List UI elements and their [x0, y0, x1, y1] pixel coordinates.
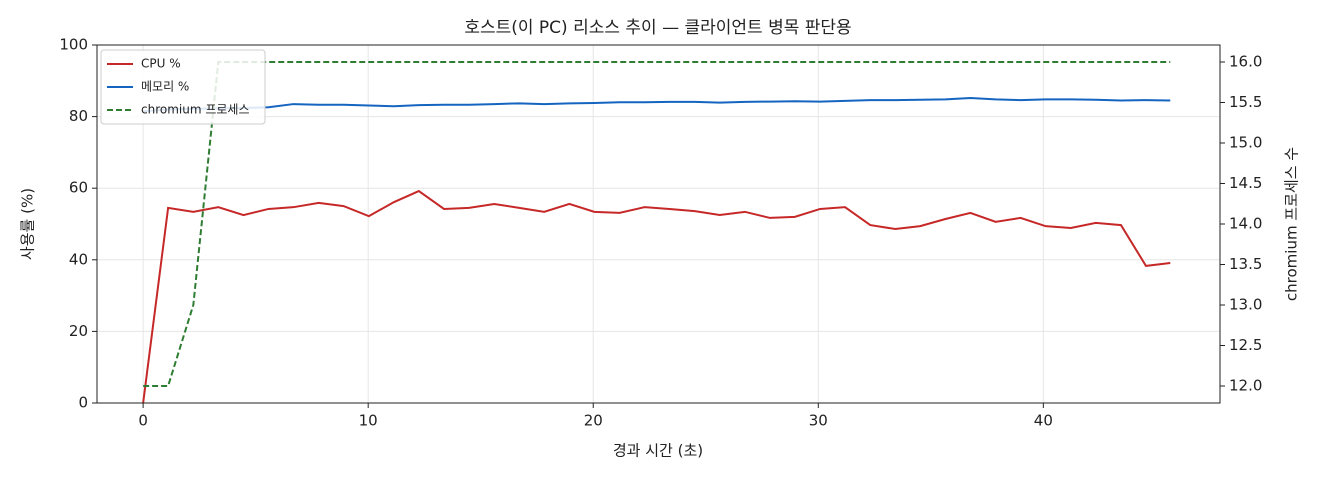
series-line [143, 61, 1171, 387]
x-tick-label: 30 [809, 412, 828, 430]
x-tick-label: 0 [138, 412, 148, 430]
y-tick-label: 80 [69, 107, 88, 125]
legend: CPU % 메모리 % chromium 프로세스 [100, 49, 266, 125]
y2-tick-label: 12.5 [1229, 336, 1262, 354]
y2-tick-label: 15.0 [1229, 134, 1262, 152]
legend-label: chromium 프로세스 [141, 103, 250, 117]
y-axis-label: 사용률 (%) [19, 188, 37, 260]
series-line [142, 189, 1171, 404]
chart-title: 호스트(이 PC) 리소스 추이 — 클라이언트 병목 판단용 [464, 18, 851, 38]
y2-tick-label: 12.0 [1229, 376, 1262, 394]
y2-tick-label: 16.0 [1229, 53, 1262, 71]
y2-tick-label: 13.5 [1229, 255, 1262, 273]
y-tick-label: 20 [69, 322, 88, 340]
y2-tick-label: 14.5 [1229, 174, 1262, 192]
y-tick-label: 40 [69, 250, 88, 268]
plot-frame [96, 44, 1221, 404]
y2-tick-label: 15.5 [1229, 93, 1262, 111]
legend-label: CPU % [141, 57, 181, 71]
series-line [143, 96, 1171, 113]
x-tick-label: 40 [1034, 412, 1053, 430]
legend-box [100, 49, 266, 125]
x-tick-label: 10 [359, 412, 378, 430]
legend-label: 메모리 % [141, 80, 189, 94]
x-tick-label: 20 [584, 412, 603, 430]
y-tick-label: 100 [59, 36, 88, 54]
y2-tick-label: 13.0 [1229, 295, 1262, 313]
x-axis-label: 경과 시간 (초) [613, 442, 703, 460]
y2-axis-label: chromium 프로세스 수 [1283, 147, 1301, 301]
y2-tick-label: 14.0 [1229, 215, 1262, 233]
y-tick-label: 60 [69, 179, 88, 197]
y-tick-label: 0 [78, 394, 88, 412]
